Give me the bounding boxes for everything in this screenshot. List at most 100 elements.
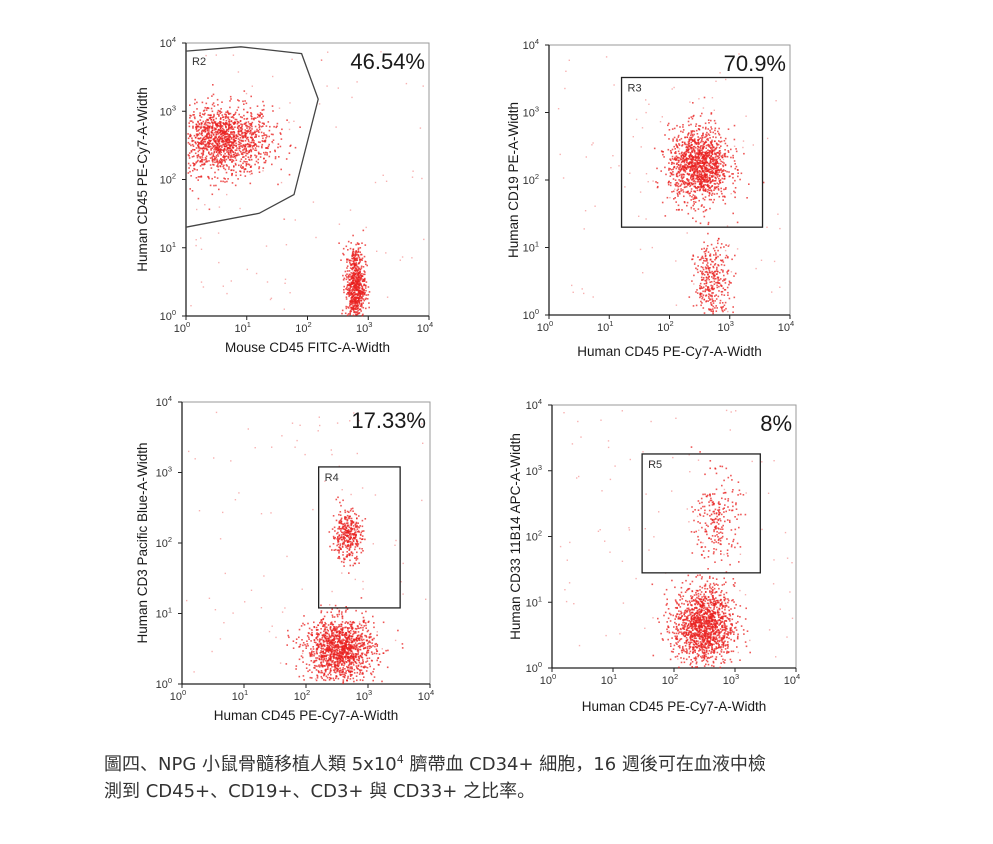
- event-point: [686, 232, 688, 234]
- event-point: [211, 177, 213, 180]
- event-point: [727, 151, 730, 153]
- event-point: [702, 151, 704, 153]
- event-point: [673, 162, 675, 165]
- event-point: [718, 290, 720, 292]
- event-point: [365, 226, 367, 229]
- event-point: [345, 527, 348, 529]
- event-point: [337, 635, 339, 637]
- event-point: [337, 656, 340, 659]
- event-point: [722, 164, 724, 167]
- event-point: [673, 198, 675, 200]
- event-point: [411, 257, 413, 259]
- event-point: [206, 125, 209, 128]
- event-point: [668, 167, 670, 170]
- event-point: [209, 125, 211, 127]
- event-point: [702, 268, 705, 271]
- event-point: [718, 154, 721, 156]
- event-point: [265, 137, 267, 139]
- event-point: [341, 641, 343, 644]
- event-point: [217, 130, 219, 132]
- event-point: [254, 154, 256, 157]
- event-point: [718, 147, 721, 149]
- event-point: [678, 168, 680, 171]
- event-point: [235, 152, 237, 155]
- event-point: [292, 647, 295, 649]
- event-point: [208, 177, 210, 180]
- event-point: [254, 125, 257, 128]
- event-point: [703, 198, 706, 201]
- event-point: [366, 264, 368, 267]
- event-point: [309, 655, 312, 658]
- event-point: [326, 85, 328, 87]
- event-point: [724, 301, 727, 304]
- event-point: [245, 102, 248, 105]
- event-point: [705, 250, 707, 253]
- event-point: [681, 165, 684, 167]
- event-point: [250, 129, 252, 132]
- event-point: [204, 129, 206, 131]
- event-point: [328, 672, 331, 674]
- event-point: [720, 155, 723, 157]
- event-point: [714, 127, 717, 130]
- event-point: [295, 638, 298, 640]
- event-point: [344, 544, 347, 547]
- event-point: [225, 155, 228, 157]
- event-point: [229, 145, 231, 148]
- event-point: [684, 151, 687, 153]
- event-point: [237, 143, 240, 146]
- event-point: [724, 282, 727, 284]
- event-point: [684, 165, 686, 167]
- event-point: [710, 189, 712, 191]
- event-point: [248, 130, 251, 133]
- event-point: [191, 148, 194, 151]
- event-point: [685, 163, 688, 166]
- event-point: [268, 155, 271, 158]
- event-point: [213, 127, 216, 129]
- event-point: [670, 168, 673, 171]
- event-point: [209, 137, 212, 139]
- event-point: [702, 146, 704, 149]
- event-point: [344, 511, 347, 514]
- event-point: [716, 176, 719, 178]
- event-point: [320, 654, 322, 656]
- event-point: [206, 143, 209, 145]
- event-point: [713, 187, 716, 190]
- event-point: [230, 148, 233, 151]
- event-point: [363, 293, 365, 295]
- event-point: [357, 522, 359, 524]
- event-point: [192, 121, 194, 124]
- event-point: [675, 157, 678, 160]
- event-point: [341, 628, 344, 630]
- event-point: [685, 167, 687, 169]
- event-point: [216, 124, 219, 126]
- event-point: [242, 144, 245, 146]
- event-point: [195, 133, 198, 135]
- event-point: [715, 136, 717, 139]
- event-point: [229, 135, 232, 138]
- event-point: [699, 293, 702, 296]
- event-point: [669, 168, 671, 170]
- event-point: [238, 146, 241, 148]
- event-point: [333, 526, 336, 529]
- event-point: [668, 162, 670, 164]
- event-point: [214, 171, 216, 174]
- event-point: [192, 140, 195, 142]
- event-point: [338, 609, 341, 612]
- event-point: [706, 178, 709, 181]
- event-point: [244, 135, 247, 137]
- event-point: [349, 515, 351, 518]
- event-point: [699, 141, 702, 144]
- event-point: [313, 660, 316, 662]
- event-point: [706, 155, 709, 158]
- event-point: [354, 535, 357, 537]
- event-point: [227, 116, 230, 118]
- event-point: [715, 172, 717, 175]
- event-point: [347, 289, 349, 291]
- event-point: [232, 147, 234, 149]
- event-point: [191, 156, 194, 158]
- event-point: [687, 144, 690, 147]
- event-point: [339, 501, 341, 504]
- event-point: [349, 274, 352, 276]
- event-point: [364, 653, 366, 656]
- event-point: [250, 124, 253, 126]
